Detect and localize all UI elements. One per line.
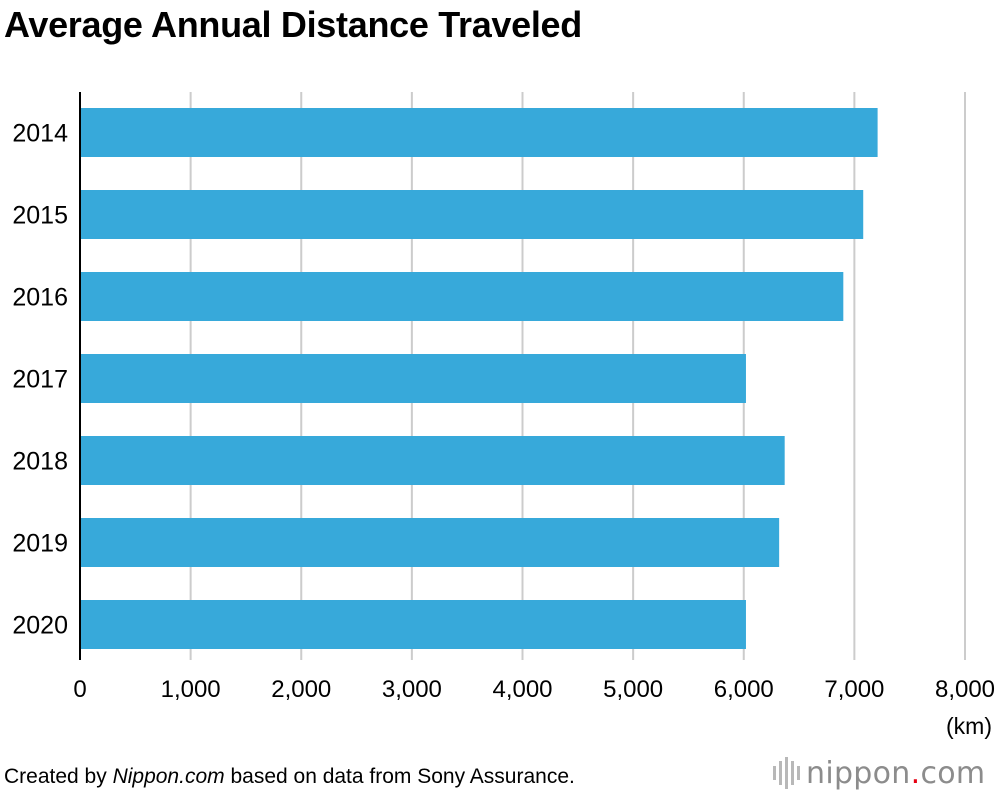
logo-dot: . [910, 755, 921, 791]
nippon-logo: nippon.com [772, 755, 985, 791]
x-tick-label: 4,000 [492, 676, 552, 703]
bar [80, 600, 746, 649]
category-label: 2015 [12, 202, 68, 230]
x-tick-label: 6,000 [714, 676, 774, 703]
x-axis-unit-label: (km) [946, 713, 992, 739]
source-credit: Created by Nippon.com based on data from… [4, 765, 575, 789]
category-label: 2018 [12, 448, 68, 476]
bar [80, 108, 878, 157]
credit-prefix: Created by [4, 765, 113, 788]
category-label: 2014 [12, 120, 68, 148]
category-label: 2017 [12, 366, 68, 394]
logo-tld: com [920, 755, 986, 791]
category-label: 2020 [12, 612, 68, 640]
category-label: 2019 [12, 530, 68, 558]
x-tick-label: 5,000 [603, 676, 663, 703]
category-label: 2016 [12, 284, 68, 312]
bar [80, 436, 785, 485]
chart-title: Average Annual Distance Traveled [4, 4, 582, 45]
x-tick-label: 2,000 [271, 676, 331, 703]
logo-name: nippon [806, 755, 911, 791]
credit-suffix: based on data from Sony Assurance. [224, 765, 575, 788]
credit-source-site: Nippon.com [112, 765, 225, 788]
bar [80, 190, 864, 239]
x-tick-label: 1,000 [161, 676, 221, 703]
sound-bars-icon [773, 757, 800, 789]
logo-wordmark: nippon.com [806, 756, 985, 791]
x-tick-label: 3,000 [382, 676, 442, 703]
x-tick-label: 7,000 [824, 676, 884, 703]
x-tick-label: 8,000 [935, 676, 995, 703]
bar [80, 518, 780, 567]
x-tick-label: 0 [73, 676, 86, 703]
bar [80, 272, 844, 321]
bar [80, 354, 746, 403]
